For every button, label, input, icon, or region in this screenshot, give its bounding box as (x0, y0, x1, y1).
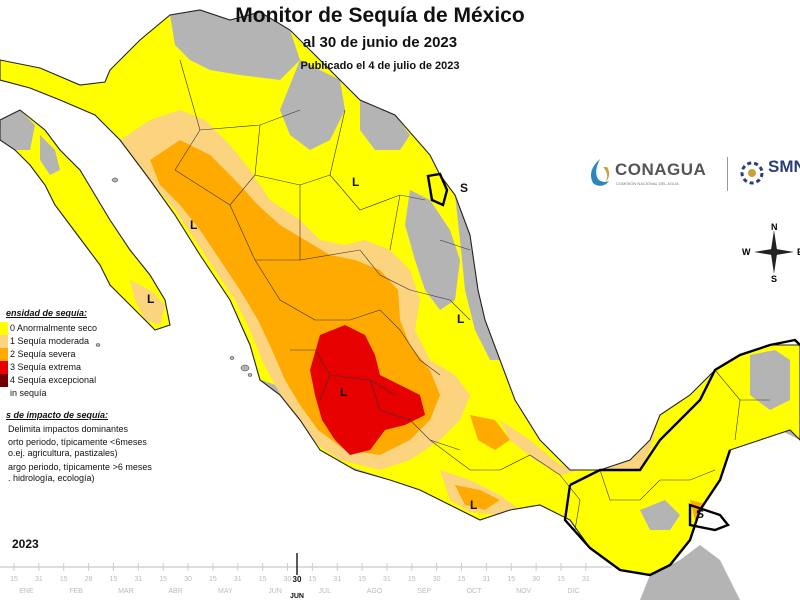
compass-rose-icon: N S W E (742, 222, 800, 282)
timeline-tick-label: 15 (60, 576, 68, 583)
timeline-tick-label: 15 (408, 576, 416, 583)
map-label-l-slp: L (457, 312, 465, 326)
coastline (0, 9, 800, 576)
impact-line-long-example: . hidrología, ecología) (8, 473, 95, 483)
state-borders (174, 59, 770, 531)
timeline-month-label: ENE (19, 588, 34, 595)
map-label-l-centro: L (340, 385, 348, 399)
timeline-month-label: MAY (218, 588, 233, 595)
timeline-month-label: DIC (567, 588, 579, 595)
timeline-tick-label: 15 (209, 576, 217, 583)
conagua-logo: CONAGUA COMISIÓN NACIONAL DEL AGUA (585, 157, 725, 197)
timeline-tick-label: 28 (85, 576, 93, 583)
impact-line-short: orto periodo, típicamente <6meses (8, 436, 147, 447)
compass-w: W (742, 247, 751, 257)
timeline-tick-label: 31 (383, 576, 391, 583)
current-month-label: JUN (290, 593, 304, 600)
timeline-month-label: MAR (118, 588, 134, 595)
timeline-tick-label: 15 (308, 576, 316, 583)
timeline-tick-label: 30 (532, 576, 540, 583)
intensity-legend: ensidad de sequía: 0 Anormalmente seco 1… (0, 308, 200, 400)
conagua-emblem-icon (591, 159, 610, 186)
timeline-tick-label: 15 (557, 576, 565, 583)
map-title: Monitor de Sequía de México (235, 4, 525, 27)
compass-e: E (797, 247, 800, 257)
legend-heading: ensidad de sequía: (6, 308, 88, 318)
timeline-tick-label: 15 (110, 576, 118, 583)
timeline-tick-label: 31 (582, 576, 590, 583)
logo-separator (727, 157, 728, 191)
map-label-l-baja: L (147, 292, 155, 306)
timeline-tick-label: 15 (458, 576, 466, 583)
legend-item-d4: 4 Sequía excepcional (0, 374, 200, 387)
timeline-month-label: OCT (467, 588, 483, 595)
timeline-tick-label: 31 (333, 576, 341, 583)
timeline-tick-label: 31 (234, 576, 242, 583)
gulf-islands (95, 177, 253, 377)
timeline-tick-label: 31 (35, 576, 43, 583)
impact-line-short-example: o.ej. agricultura, pastizales) (8, 448, 118, 458)
conagua-subtext: COMISIÓN NACIONAL DEL AGUA (616, 181, 679, 186)
timeline-year: 2023 (12, 537, 39, 551)
impact-line-long: argo periodo, típicamente >6 meses (8, 461, 152, 472)
timeline-strip: 15 31 15 28 15 31 15 30 15 31 15 30 15 31 15 31 15 30 15 31… (0, 553, 612, 600)
map-subtitle: al 30 de junio de 2023 (302, 34, 458, 51)
timeline-tick-label: 30 (184, 576, 192, 583)
timeline-tick-label: 15 (358, 576, 366, 583)
timeline-tick-label: 15 (259, 576, 267, 583)
compass-n: N (771, 222, 778, 232)
impact-line-dominant: Delimita impactos dominantes (8, 424, 129, 434)
timeline-month-label: FEB (69, 588, 83, 595)
map-label-l-sinaloa: L (190, 218, 198, 232)
timeline-month-label: JUL (319, 588, 332, 595)
map-label-l-coahuila: L (352, 175, 360, 189)
timeline-month-label: ABR (168, 588, 182, 595)
legend-item-none: in sequía (0, 387, 200, 400)
compass-s: S (771, 274, 777, 282)
timeline-tick-label: 15 (159, 576, 167, 583)
published-date: Publicado el 4 de julio de 2023 (300, 60, 460, 72)
map-label-s-chiapas: S (696, 507, 705, 521)
timeline-month-label: NOV (516, 588, 532, 595)
smn-text: SMN (768, 157, 800, 176)
timeline-tick-label: 15 (507, 576, 515, 583)
impact-boundaries (426, 172, 800, 577)
timeline-month-label: JUN (268, 588, 282, 595)
legend-item-d0: 0 Anormalmente seco (0, 322, 200, 335)
timeline-tick-label: 30 (284, 576, 292, 583)
timeline-month-label: AGO (367, 588, 383, 595)
smn-gear-icon (740, 161, 764, 185)
map-label-l-guerrero: L (470, 498, 478, 512)
timeline-month-label: SEP (417, 588, 431, 595)
conagua-text: CONAGUA (615, 160, 707, 179)
timeline-tick-label: 31 (134, 576, 142, 583)
impact-heading: s de impacto de sequía: (6, 410, 109, 420)
smn-logo: SMN (738, 155, 800, 195)
map-label-s-tamaulipas: S (460, 181, 469, 195)
impact-legend: s de impacto de sequía: Delimita impacto… (0, 410, 210, 485)
legend-item-d1: 1 Sequía moderada (0, 335, 200, 348)
timeline-tick-label: 30 (433, 576, 441, 583)
legend-item-d2: 2 Sequía severa (0, 348, 200, 361)
legend-item-d3: 3 Sequía extrema (0, 361, 200, 374)
current-day-label: 30 (293, 575, 302, 584)
timeline-tick-label: 15 (10, 576, 18, 583)
timeline-tick-label: 31 (482, 576, 490, 583)
